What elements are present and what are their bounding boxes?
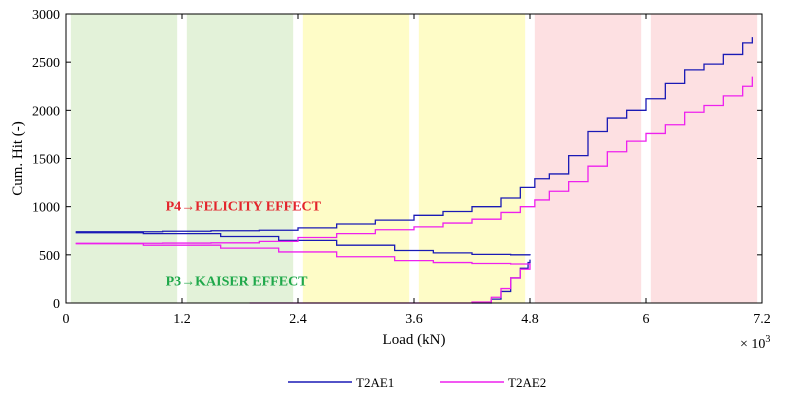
band-4: [418, 14, 526, 303]
band-3: [302, 14, 410, 303]
legend: T2AE1 T2AE2: [288, 375, 546, 390]
x-tick-label: 1.2: [173, 312, 191, 327]
x-multiplier-exponent: 3: [765, 334, 770, 345]
y-tick-label: 1500: [32, 153, 60, 168]
y-tick-label: 0: [53, 297, 60, 312]
series-t2ae1-segment-1: [75, 37, 753, 233]
band-1: [70, 14, 178, 303]
band-5: [534, 14, 642, 303]
y-tick-label: 2000: [32, 104, 60, 119]
x-axis-title: Load (kN): [383, 332, 446, 348]
x-tick-label: 6: [643, 312, 650, 327]
x-axis-multiplier: × 103: [740, 334, 770, 352]
annotations: P4→FELICITY EFFECT P3→KAISER EFFECT: [166, 200, 322, 290]
y-axis-title: Cum. Hit (-): [10, 121, 26, 196]
y-tick-label: 500: [39, 249, 60, 264]
legend-label-t2ae1: T2AE1: [356, 375, 394, 390]
x-tick-label: 0: [63, 312, 70, 327]
band-2: [186, 14, 294, 303]
kaiser-annotation: P3→KAISER EFFECT: [166, 275, 309, 290]
axis-ticks: 0 1.2 2.4 3.6 4.8 6 7.2 0 500 1000 1500 2000 2500 300…: [32, 8, 771, 327]
y-tick-label: 2500: [32, 56, 60, 71]
y-tick-label: 1000: [32, 201, 60, 216]
x-tick-label: 4.8: [521, 312, 539, 327]
series-t2ae2-segment-2: [75, 243, 531, 265]
shaded-bands: [70, 14, 758, 303]
band-6: [650, 14, 758, 303]
x-tick-label: 3.6: [405, 312, 423, 327]
x-multiplier-base: × 10: [740, 337, 765, 352]
y-tick-label: 3000: [32, 8, 60, 23]
series-t2ae2-segment-1: [75, 76, 753, 244]
x-tick-label: 7.2: [753, 312, 771, 327]
series-t2ae1-segment-2: [75, 232, 531, 256]
x-tick-label: 2.4: [289, 312, 307, 327]
felicity-annotation: P4→FELICITY EFFECT: [166, 200, 322, 215]
legend-label-t2ae2: T2AE2: [508, 375, 546, 390]
